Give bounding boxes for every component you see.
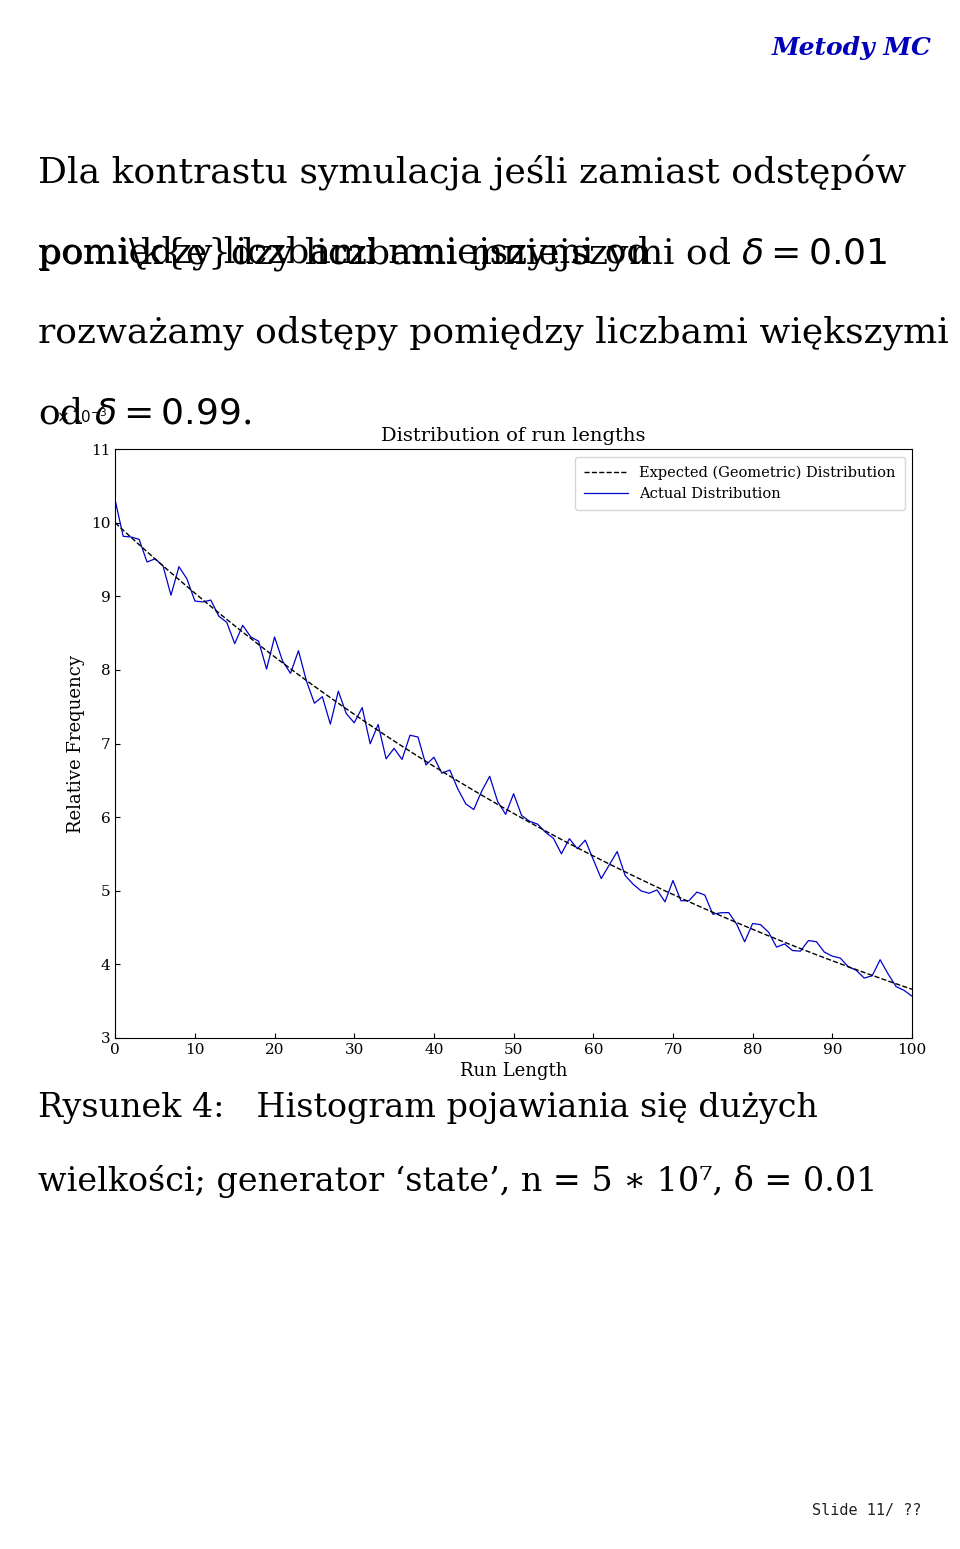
Text: od $\delta = 0.99$.: od $\delta = 0.99$. [38,397,252,431]
Actual Distribution [588,850,599,869]
Actual Distribution [707,905,718,923]
Text: Metody MC: Metody MC [771,36,931,59]
Expected (Geometric) Distribution [707,903,718,922]
Text: Rysunek 4:   Histogram pojawiania się dużych: Rysunek 4: Histogram pojawiania się duży… [38,1092,818,1125]
Expected (Geometric) Distribution [476,785,488,804]
Text: Dla kontrastu symulacja jeśli zamiast odstępów: Dla kontrastu symulacja jeśli zamiast od… [38,155,906,191]
Line: Expected (Geometric) Distribution: Expected (Geometric) Distribution [115,524,912,990]
Line: Actual Distribution: Actual Distribution [115,500,912,996]
Actual Distribution [667,871,679,889]
Text: Slide 11/ ??: Slide 11/ ?? [812,1503,922,1518]
Text: $\times\,10^{-3}$: $\times\,10^{-3}$ [56,407,108,426]
X-axis label: Run Length: Run Length [460,1063,567,1080]
Legend: Expected (Geometric) Distribution, Actual Distribution: Expected (Geometric) Distribution, Actua… [575,457,904,510]
Expected (Geometric) Distribution [165,564,177,582]
Y-axis label: Relative Frequency: Relative Frequency [67,655,85,832]
Text: pomi\k{e}dzy liczbami mniejszymi od $\delta = 0.01$: pomi\k{e}dzy liczbami mniejszymi od $\de… [38,235,888,274]
Text: wielkości; generator ‘state’, n = 5 ∗ 10⁷, δ = 0.01: wielkości; generator ‘state’, n = 5 ∗ 10… [38,1165,877,1197]
Title: Distribution of run lengths: Distribution of run lengths [381,428,646,445]
Text: rozważamy odstępy pomiędzy liczbami większymi: rozważamy odstępy pomiędzy liczbami więk… [38,316,949,350]
Expected (Geometric) Distribution [906,981,918,999]
Actual Distribution [308,694,320,713]
Expected (Geometric) Distribution [588,847,599,866]
Text: pomiędzy liczbami mniejszymi od: pomiędzy liczbami mniejszymi od [38,235,661,270]
Expected (Geometric) Distribution [109,514,121,533]
Expected (Geometric) Distribution [667,884,679,903]
Expected (Geometric) Distribution [308,677,320,696]
Actual Distribution [906,987,918,1005]
Actual Distribution [165,586,177,604]
Actual Distribution [109,491,121,510]
Actual Distribution [476,782,488,801]
